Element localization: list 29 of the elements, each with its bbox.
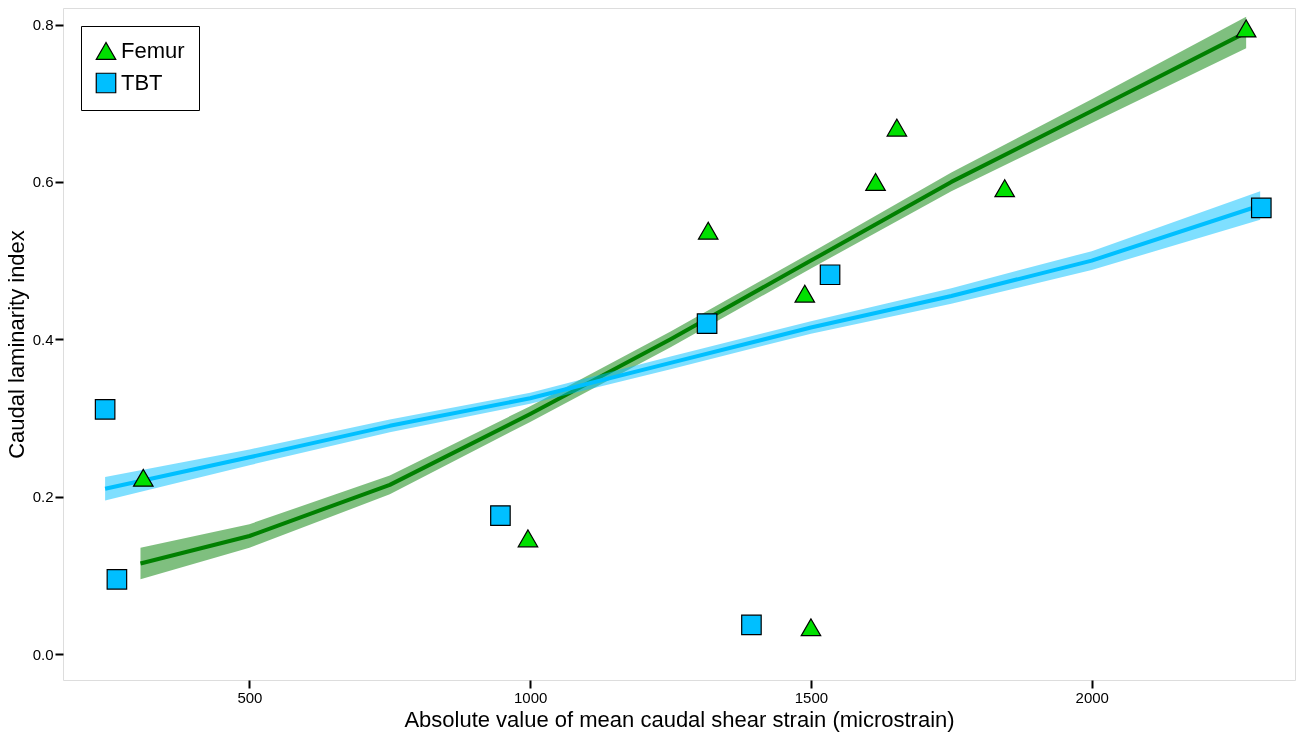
point	[106, 568, 128, 590]
y-tick-label: 0.2	[32, 488, 54, 506]
point	[994, 179, 1016, 198]
x-tick-label: 500	[237, 688, 263, 706]
point	[1235, 19, 1257, 38]
y-axis-title: Caudal laminarity index	[3, 230, 29, 459]
point	[886, 118, 908, 137]
y-tick-label: 0.6	[32, 173, 54, 191]
legend-label: Femur	[121, 38, 185, 63]
point	[741, 614, 762, 636]
point	[800, 618, 822, 637]
x-tick-label: 2000	[1075, 688, 1109, 706]
point	[794, 284, 816, 303]
y-tick-label: 0.4	[32, 330, 54, 348]
point	[865, 172, 886, 191]
point	[517, 529, 539, 548]
point	[819, 264, 841, 286]
y-tick-label: 0.8	[32, 16, 54, 34]
legend-label: TBT	[121, 70, 163, 95]
point	[1250, 197, 1272, 219]
x-axis-title: Absolute value of mean caudal shear strain (microstrain)	[404, 706, 955, 732]
point	[697, 221, 719, 240]
x-tick-label: 1500	[794, 688, 829, 706]
point	[94, 398, 116, 420]
point	[490, 505, 511, 526]
x-tick-label: 1000	[514, 688, 548, 706]
point	[696, 313, 718, 334]
point	[132, 468, 154, 487]
y-tick-label: 0.0	[32, 645, 54, 663]
